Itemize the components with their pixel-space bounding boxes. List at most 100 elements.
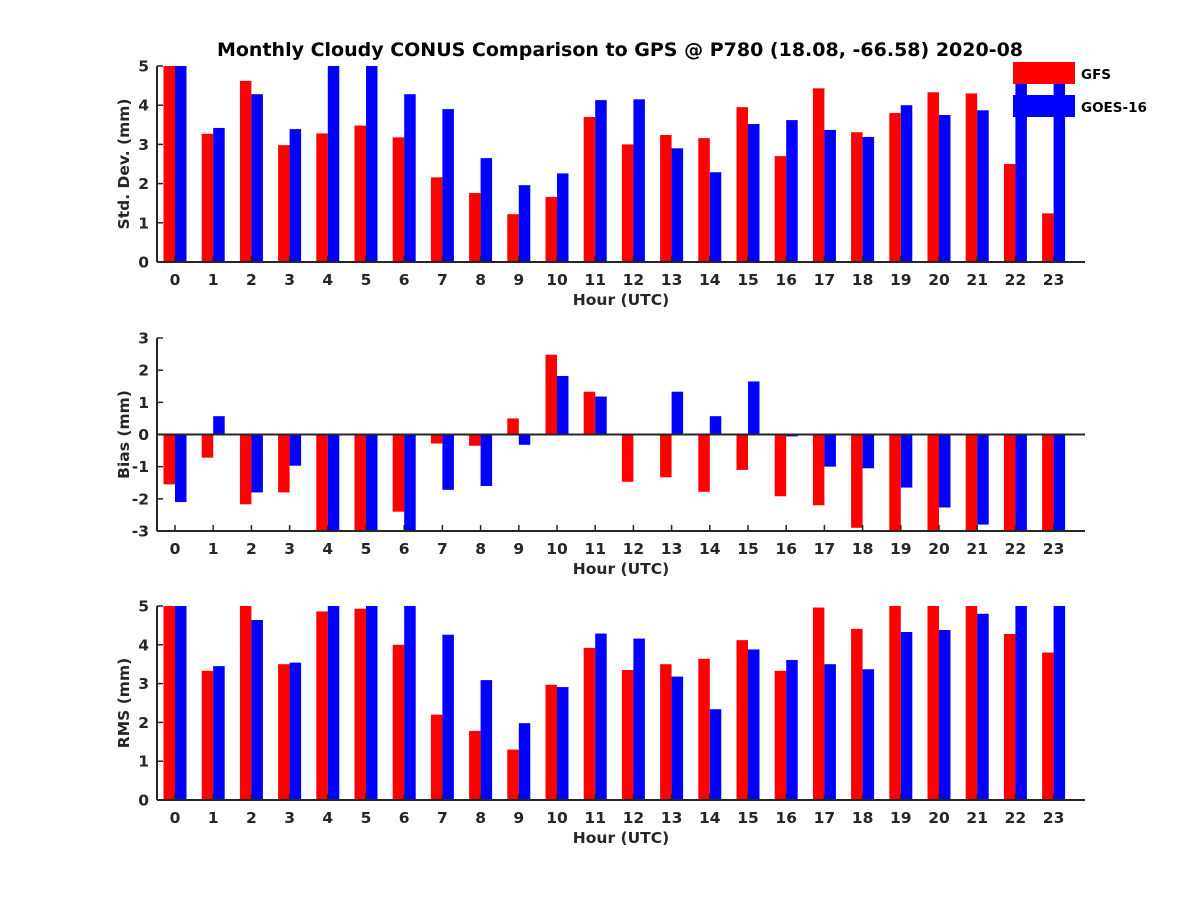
rms-bar-gfs-12 bbox=[621, 670, 634, 800]
legend-swatch-goes16 bbox=[1013, 95, 1075, 117]
std-dev-bar-gfs-19 bbox=[889, 113, 901, 262]
bias-x-tick-label-1: 1 bbox=[208, 540, 219, 558]
std-dev-x-tick-label-22: 22 bbox=[1005, 271, 1027, 289]
std-dev-bar-goes16-22 bbox=[1015, 80, 1027, 262]
rms-x-tick-label-9: 9 bbox=[513, 809, 524, 827]
rms-x-tick-label-5: 5 bbox=[361, 809, 372, 827]
rms-bar-gfs-0 bbox=[163, 606, 175, 800]
bias-bar-goes16-5 bbox=[366, 434, 378, 531]
rms-y-tick-label-1: 1 bbox=[138, 753, 149, 771]
rms-x-tick-label-12: 12 bbox=[623, 809, 645, 827]
rms-bar-goes16-18 bbox=[862, 669, 875, 800]
rms-x-tick-label-22: 22 bbox=[1005, 809, 1027, 827]
rms-bar-goes16-6 bbox=[404, 606, 416, 800]
rms-bar-goes16-0 bbox=[175, 606, 187, 800]
std-dev-bar-goes16-20 bbox=[939, 115, 951, 262]
std-dev-x-tick-label-12: 12 bbox=[623, 271, 645, 289]
bias-x-tick-label-18: 18 bbox=[852, 540, 874, 558]
bias-bar-goes16-20 bbox=[939, 434, 951, 508]
bias-x-tick-label-2: 2 bbox=[246, 540, 257, 558]
std-dev-x-tick-label-13: 13 bbox=[661, 271, 683, 289]
bias-x-tick-label-0: 0 bbox=[170, 540, 181, 558]
rms-bar-goes16-5 bbox=[366, 606, 378, 800]
std-dev-bar-goes16-4 bbox=[327, 66, 340, 262]
std-dev-y-axis-label: Std. Dev. (mm) bbox=[115, 99, 133, 230]
bias-bar-goes16-1 bbox=[213, 416, 225, 435]
std-dev-y-tick-label-0: 0 bbox=[138, 254, 149, 272]
rms-x-tick-label-20: 20 bbox=[928, 809, 950, 827]
bias-y-axis-label: Bias (mm) bbox=[115, 390, 133, 479]
std-dev-bar-gfs-20 bbox=[927, 92, 939, 262]
bias-x-tick-label-16: 16 bbox=[775, 540, 797, 558]
bias-x-tick-label-3: 3 bbox=[284, 540, 295, 558]
bias-bar-gfs-1 bbox=[201, 434, 214, 458]
std-dev-bar-goes16-2 bbox=[251, 94, 263, 262]
bias-x-tick-label-19: 19 bbox=[890, 540, 912, 558]
bias-bar-goes16-7 bbox=[442, 434, 454, 490]
bias-bar-goes16-15 bbox=[748, 381, 760, 435]
bias-bar-gfs-2 bbox=[239, 434, 252, 505]
bias-bar-goes16-13 bbox=[671, 391, 684, 435]
rms-bar-gfs-11 bbox=[583, 647, 596, 800]
std-dev-x-tick-label-2: 2 bbox=[246, 271, 257, 289]
rms-bar-goes16-20 bbox=[939, 630, 951, 800]
std-dev-bar-gfs-1 bbox=[201, 133, 214, 262]
std-dev-bar-gfs-9 bbox=[507, 214, 519, 262]
std-dev-bar-goes16-5 bbox=[366, 66, 378, 262]
std-dev-bar-gfs-0 bbox=[163, 66, 175, 262]
rms-x-tick-label-4: 4 bbox=[322, 809, 333, 827]
bias-x-tick-label-15: 15 bbox=[737, 540, 759, 558]
bias-bar-gfs-22 bbox=[1003, 434, 1016, 531]
rms-y-tick-label-0: 0 bbox=[138, 792, 149, 810]
std-dev-x-tick-label-16: 16 bbox=[775, 271, 797, 289]
std-dev-x-tick-label-4: 4 bbox=[322, 271, 333, 289]
rms-y-tick-label-5: 5 bbox=[138, 598, 149, 616]
std-dev-bar-goes16-15 bbox=[748, 124, 760, 263]
rms-x-axis-label: Hour (UTC) bbox=[573, 829, 669, 847]
std-dev-y-tick-label-3: 3 bbox=[138, 136, 149, 154]
std-dev-x-tick-label-7: 7 bbox=[437, 271, 448, 289]
rms-x-tick-label-1: 1 bbox=[208, 809, 219, 827]
std-dev-bar-gfs-18 bbox=[851, 132, 863, 262]
bias-bar-goes16-18 bbox=[862, 434, 875, 469]
rms-bar-gfs-20 bbox=[927, 606, 939, 800]
bias-bar-goes16-2 bbox=[251, 434, 263, 493]
std-dev-x-axis-label: Hour (UTC) bbox=[573, 291, 669, 309]
bias-bar-gfs-23 bbox=[1042, 434, 1054, 531]
std-dev-bar-goes16-1 bbox=[213, 127, 225, 262]
rms-x-tick-label-0: 0 bbox=[170, 809, 181, 827]
std-dev-bar-goes16-14 bbox=[709, 172, 722, 262]
std-dev-bar-gfs-11 bbox=[583, 116, 596, 263]
bias-y-tick-label-2: 2 bbox=[138, 362, 149, 380]
legend-label-goes16: GOES-16 bbox=[1081, 100, 1147, 116]
rms-bar-gfs-15 bbox=[736, 640, 748, 800]
rms-bar-goes16-21 bbox=[977, 613, 989, 800]
bias-bar-goes16-21 bbox=[977, 434, 989, 525]
bias-bar-gfs-15 bbox=[736, 434, 748, 470]
bias-x-tick-label-17: 17 bbox=[814, 540, 836, 558]
bias-y-tick-label--1: -1 bbox=[132, 458, 149, 476]
std-dev-x-tick-label-23: 23 bbox=[1043, 271, 1065, 289]
std-dev-x-tick-label-10: 10 bbox=[546, 271, 568, 289]
std-dev-x-tick-label-8: 8 bbox=[475, 271, 486, 289]
bias-bar-goes16-4 bbox=[327, 434, 340, 531]
rms-bar-gfs-14 bbox=[698, 658, 710, 800]
std-dev-bar-gfs-6 bbox=[392, 137, 405, 262]
bias-bar-goes16-8 bbox=[480, 434, 493, 486]
rms-bar-gfs-4 bbox=[316, 611, 328, 800]
bias-x-tick-label-6: 6 bbox=[399, 540, 410, 558]
std-dev-bar-gfs-16 bbox=[774, 156, 787, 262]
std-dev-bar-goes16-19 bbox=[900, 105, 913, 262]
rms-x-tick-label-16: 16 bbox=[775, 809, 797, 827]
rms-bar-goes16-3 bbox=[289, 662, 302, 800]
std-dev-bar-gfs-23 bbox=[1042, 213, 1054, 262]
rms-bar-gfs-19 bbox=[889, 606, 901, 800]
rms-bar-goes16-10 bbox=[557, 687, 569, 800]
bias-x-tick-label-4: 4 bbox=[322, 540, 333, 558]
bias-bar-gfs-18 bbox=[851, 434, 863, 528]
rms-x-tick-label-13: 13 bbox=[661, 809, 683, 827]
std-dev-x-tick-label-1: 1 bbox=[208, 271, 219, 289]
